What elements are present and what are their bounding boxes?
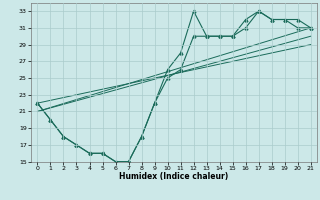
X-axis label: Humidex (Indice chaleur): Humidex (Indice chaleur) (119, 172, 229, 181)
